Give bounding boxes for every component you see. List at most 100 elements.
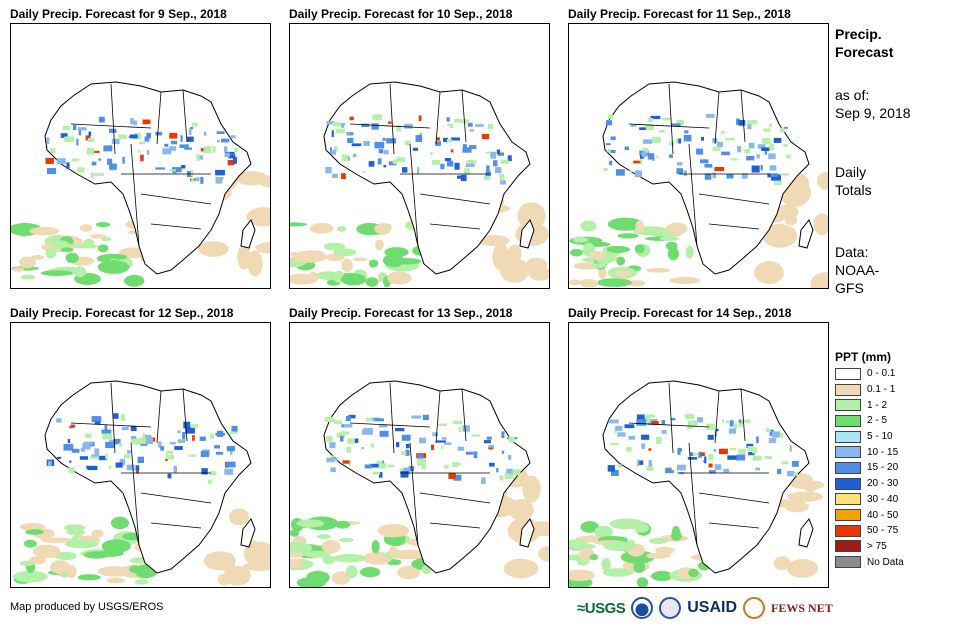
precip-cell <box>217 139 220 143</box>
sidebar-title: Precip. Forecast <box>835 25 893 61</box>
precip-cell <box>791 460 799 467</box>
africa-outline <box>323 380 531 574</box>
precip-cell <box>215 169 225 176</box>
precip-cell <box>641 151 647 157</box>
legend-label: > 75 <box>867 540 887 552</box>
precip-cell <box>486 436 492 440</box>
precip-cell <box>242 561 270 571</box>
precip-cell <box>635 220 645 233</box>
precip-cell <box>440 163 445 170</box>
country-border <box>70 422 152 428</box>
precip-cell <box>700 452 705 457</box>
sidebar-title-line2: Forecast <box>835 44 894 60</box>
precip-cell <box>290 552 304 558</box>
precip-cell <box>697 417 703 423</box>
precip-cell <box>497 152 504 156</box>
precip-cell <box>655 546 675 555</box>
precip-cell <box>130 118 134 125</box>
forecast-panel-6: Daily Precip. Forecast for 14 Sep., 2018 <box>568 304 833 588</box>
precip-cell <box>607 217 644 231</box>
precip-cell <box>442 437 447 440</box>
legend-swatch <box>835 399 861 412</box>
precip-cell <box>326 435 333 442</box>
precip-cell <box>764 151 767 155</box>
map-africa <box>10 322 271 588</box>
precip-cell <box>431 444 434 450</box>
precip-cell <box>83 551 110 559</box>
precip-cell <box>396 442 400 448</box>
precip-cell <box>330 150 336 155</box>
precip-cell <box>374 223 392 234</box>
precip-cell <box>617 432 626 437</box>
map-svg <box>290 380 549 587</box>
precip-cell <box>789 445 792 452</box>
country-border <box>409 442 419 546</box>
precip-cell <box>64 136 74 142</box>
precip-cell <box>642 139 652 144</box>
precip-cell <box>105 441 116 449</box>
precip-cell <box>127 450 131 454</box>
precip-cell <box>638 460 644 465</box>
country-border <box>698 193 770 205</box>
precip-cell <box>762 224 798 248</box>
precip-cell <box>296 577 326 587</box>
precip-cell <box>388 161 397 166</box>
madagascar-outline <box>240 518 256 548</box>
precip-cell <box>386 138 396 144</box>
precip-cell <box>397 565 420 580</box>
precip-cell <box>195 177 200 182</box>
precip-cell <box>499 180 506 185</box>
precip-cell <box>569 569 595 581</box>
precip-cell <box>113 413 119 419</box>
precip-cell <box>651 570 673 582</box>
precip-cell <box>677 447 681 455</box>
precip-cell <box>98 455 107 461</box>
country-border <box>740 89 746 143</box>
precip-cell <box>649 538 668 544</box>
precip-cell <box>309 223 334 234</box>
precip-cell <box>246 211 261 224</box>
country-border <box>140 492 212 504</box>
precip-cell <box>109 466 112 469</box>
precip-cell <box>628 435 635 440</box>
precip-cell <box>207 479 213 484</box>
precip-cell <box>57 456 62 459</box>
country-border <box>150 223 202 230</box>
precip-cell <box>228 154 236 159</box>
precip-cell <box>467 122 473 127</box>
precip-cell <box>203 131 207 136</box>
precip-cell <box>781 461 789 465</box>
precip-cell <box>374 141 385 149</box>
precip-cell <box>469 129 475 132</box>
precip-cell <box>591 263 607 269</box>
precip-cell <box>716 428 719 432</box>
precip-cell <box>641 434 650 440</box>
precip-cell <box>46 137 50 144</box>
madagascar-outline <box>798 518 814 548</box>
precip-cell <box>121 426 129 431</box>
precip-cell <box>596 278 633 287</box>
precip-cell <box>142 119 151 125</box>
precip-cell <box>200 451 209 458</box>
precip-cell <box>224 152 230 157</box>
precip-cell <box>769 429 774 436</box>
precip-cell <box>764 455 772 459</box>
precip-cell <box>179 144 189 148</box>
precip-cell <box>332 122 341 127</box>
precip-cell <box>786 154 791 159</box>
legend-title: PPT (mm) <box>835 350 892 364</box>
precip-cell <box>614 270 633 278</box>
country-border <box>429 223 481 230</box>
precip-cell <box>216 430 224 437</box>
precip-cell <box>345 415 351 422</box>
precip-cell <box>169 132 178 139</box>
precip-cell <box>371 123 379 130</box>
sidebar-totals: Daily Totals <box>835 163 872 199</box>
precip-cell <box>216 131 225 134</box>
precip-cell <box>290 251 299 256</box>
precip-cell <box>353 257 368 262</box>
precip-cell <box>665 467 672 474</box>
precip-cell <box>174 446 183 450</box>
precip-cell <box>103 145 113 152</box>
precip-cell <box>610 136 616 141</box>
